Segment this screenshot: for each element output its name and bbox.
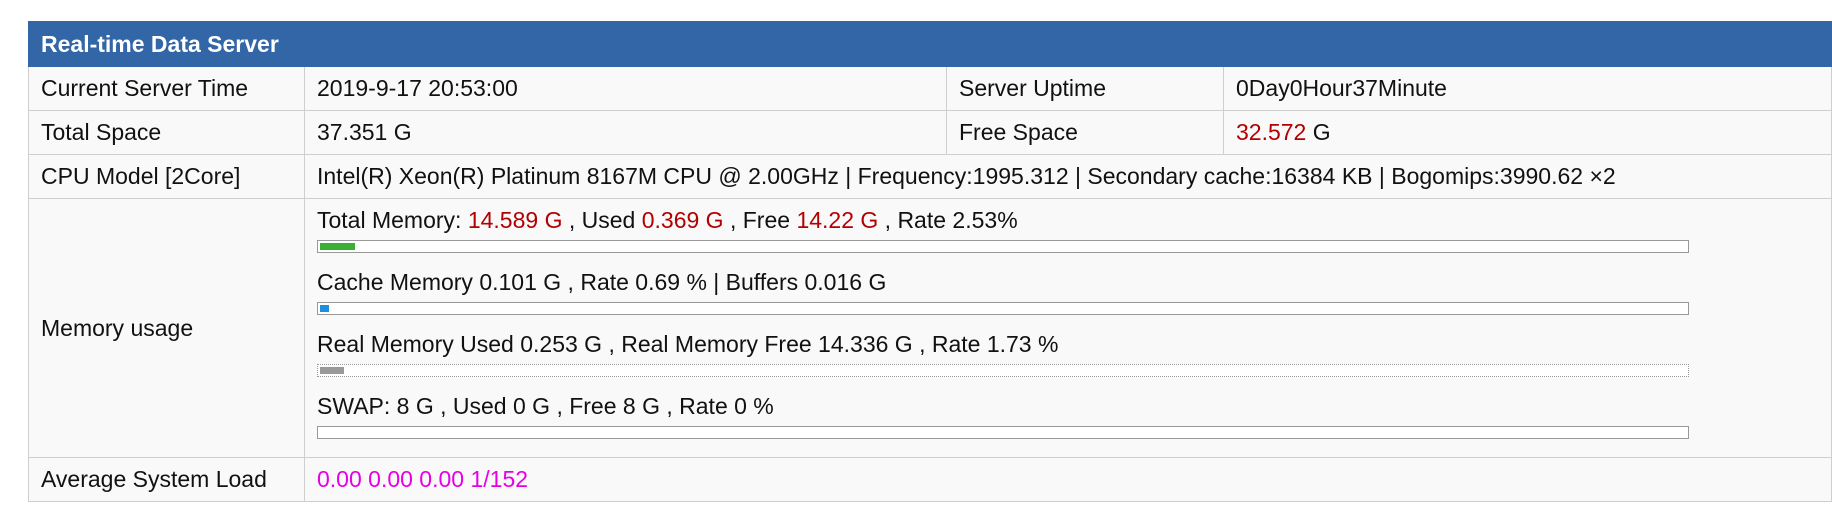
text-segment: , Used <box>562 207 642 233</box>
table-title: Real-time Data Server <box>28 21 1832 67</box>
text-segment: , Rate 2.53% <box>878 207 1018 233</box>
value: 2019-9-17 20:53:00 <box>304 66 947 111</box>
text-segment: Total Memory: <box>317 207 468 233</box>
memory-item: Real Memory Used 0.253 G , Real Memory F… <box>317 328 1819 390</box>
progress-bar <box>317 364 1689 377</box>
label: Free Space <box>946 110 1224 155</box>
progress-bar <box>317 240 1689 253</box>
value: 0.00 0.00 0.00 1/152 <box>304 457 1832 502</box>
server-table: Real-time Data Server Current Server Tim… <box>28 21 1832 502</box>
text-segment: 14.589 G <box>467 207 563 233</box>
value: 0Day0Hour37Minute <box>1223 66 1832 111</box>
text-segment: , Free <box>723 207 797 233</box>
progress-fill <box>320 243 355 250</box>
text-segment: 32.572 <box>1236 119 1307 145</box>
label: Memory usage <box>28 198 305 458</box>
memory-item: Total Memory: 14.589 G , Used 0.369 G , … <box>317 204 1819 266</box>
label: CPU Model [2Core] <box>28 154 305 199</box>
label: Total Space <box>28 110 305 155</box>
text-segment: Cache Memory 0.101 G , Rate 0.69 % | Buf… <box>317 269 887 295</box>
label: Average System Load <box>28 457 305 502</box>
value: 32.572 G <box>1223 110 1832 155</box>
text-segment: G <box>1306 119 1331 145</box>
memory-text: Real Memory Used 0.253 G , Real Memory F… <box>317 328 1819 364</box>
text-segment: Real Memory Used 0.253 G , Real Memory F… <box>317 331 1059 357</box>
value: Intel(R) Xeon(R) Platinum 8167M CPU @ 2.… <box>304 154 1832 199</box>
text-segment: 0.369 G <box>641 207 724 233</box>
memory-item: SWAP: 8 G , Used 0 G , Free 8 G , Rate 0… <box>317 390 1819 452</box>
memory-text: SWAP: 8 G , Used 0 G , Free 8 G , Rate 0… <box>317 390 1819 426</box>
memory-item: Cache Memory 0.101 G , Rate 0.69 % | Buf… <box>317 266 1819 328</box>
label: Current Server Time <box>28 66 305 111</box>
text-segment: 14.22 G <box>796 207 879 233</box>
text-segment: SWAP: 8 G , Used 0 G , Free 8 G , Rate 0… <box>317 393 774 419</box>
label: Server Uptime <box>946 66 1224 111</box>
memory-cell: Total Memory: 14.589 G , Used 0.369 G , … <box>304 198 1832 458</box>
memory-text: Total Memory: 14.589 G , Used 0.369 G , … <box>317 204 1819 240</box>
progress-bar <box>317 302 1689 315</box>
value: 37.351 G <box>304 110 947 155</box>
progress-bar <box>317 426 1689 439</box>
memory-text: Cache Memory 0.101 G , Rate 0.69 % | Buf… <box>317 266 1819 302</box>
progress-fill <box>320 367 344 374</box>
progress-fill <box>320 305 330 312</box>
